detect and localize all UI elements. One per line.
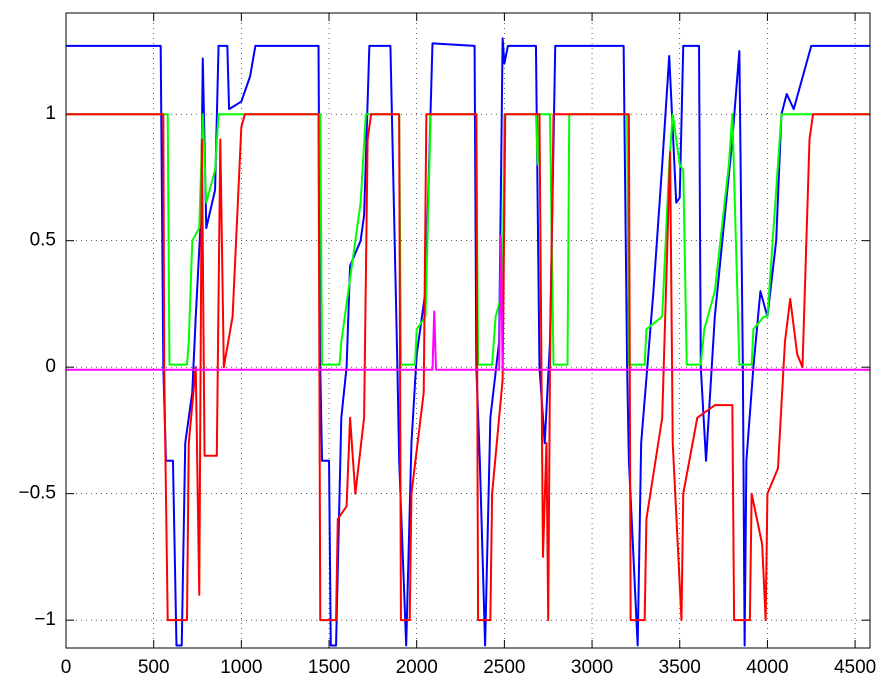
y-tick-label: −0.5 <box>18 483 56 504</box>
y-tick-label: 0.5 <box>30 230 56 251</box>
data-line <box>66 113 870 622</box>
x-tick-label: 2500 <box>483 657 525 678</box>
y-tick-label: 0 <box>45 356 56 377</box>
x-tick-label: 4500 <box>834 657 876 678</box>
y-tick-label: −1 <box>34 609 56 630</box>
data-line <box>66 234 870 371</box>
x-tick-label: 2000 <box>396 657 438 678</box>
plot-frame <box>65 12 871 649</box>
x-tick-label: 0 <box>61 657 72 678</box>
plot-area <box>66 13 870 648</box>
x-tick-label: 500 <box>138 657 170 678</box>
y-tick-label: 1 <box>45 103 56 124</box>
x-tick-label: 4000 <box>746 657 788 678</box>
x-tick-label: 3500 <box>659 657 701 678</box>
x-tick-label: 3000 <box>571 657 613 678</box>
x-tick-label: 1000 <box>220 657 262 678</box>
x-tick-label: 1500 <box>308 657 350 678</box>
